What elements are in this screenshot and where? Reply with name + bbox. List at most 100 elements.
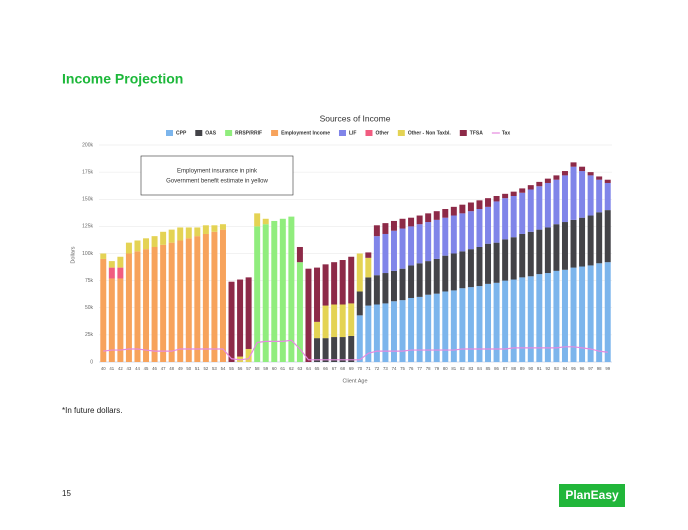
- bar-segment: [467, 211, 474, 250]
- bar-segment: [339, 304, 346, 338]
- y-tick-label: 0: [90, 359, 93, 365]
- bar-segment: [314, 338, 321, 362]
- bar-segment: [408, 217, 415, 227]
- x-tick-label: 46: [152, 366, 157, 371]
- bar-segment: [561, 171, 568, 176]
- bar-segment: [373, 304, 380, 362]
- legend-label: CPP: [176, 130, 187, 136]
- x-tick-label: 72: [374, 366, 379, 371]
- tax-line: [103, 339, 608, 361]
- bar-segment: [544, 273, 551, 362]
- bar-segment: [194, 236, 201, 362]
- y-tick-label: 125k: [82, 224, 93, 230]
- legend-marker: [365, 130, 373, 136]
- bar-segment: [356, 253, 363, 292]
- x-tick-label: 83: [469, 366, 474, 371]
- bar-segment: [177, 240, 184, 362]
- y-tick-label: 50k: [85, 305, 94, 311]
- x-tick-label: 87: [503, 366, 508, 371]
- bar-segment: [151, 246, 158, 362]
- bar-segment: [553, 270, 560, 362]
- x-tick-label: 57: [246, 366, 251, 371]
- bar-segment: [604, 182, 611, 211]
- bar-segment: [339, 260, 346, 305]
- bar-segment: [519, 277, 526, 362]
- bar-segment: [579, 217, 586, 267]
- y-tick-label: 200k: [82, 142, 93, 148]
- x-tick-label: 49: [178, 366, 183, 371]
- legend-label: TFSA: [470, 130, 483, 136]
- bar-segment: [536, 229, 543, 275]
- x-tick-label: 95: [571, 366, 576, 371]
- x-tick-label: 96: [580, 366, 585, 371]
- x-tick-label: 53: [212, 366, 217, 371]
- y-tick-label: 100k: [82, 251, 93, 257]
- bar-segment: [185, 238, 192, 362]
- x-tick-label: 76: [409, 366, 414, 371]
- x-tick-label: 55: [229, 366, 234, 371]
- bar-segment: [314, 321, 321, 339]
- logo-box: [559, 484, 625, 507]
- bar-segment: [322, 338, 329, 362]
- bar-segment: [339, 337, 346, 362]
- bar-segment: [382, 233, 389, 274]
- x-tick-label: 45: [144, 366, 149, 371]
- y-axis-label: Dollars: [70, 246, 76, 263]
- bar-segment: [408, 297, 415, 362]
- bar-segment: [134, 251, 141, 362]
- bar-segment: [493, 201, 500, 243]
- bar-segment: [160, 231, 167, 245]
- bar-segment: [536, 274, 543, 362]
- x-tick-label: 63: [298, 366, 303, 371]
- bar-segment: [194, 227, 201, 237]
- bar-segment: [519, 188, 526, 193]
- bar-segment: [416, 224, 423, 264]
- bar-segment: [168, 242, 175, 362]
- bar-segment: [390, 220, 397, 231]
- bar-segment: [365, 305, 372, 362]
- bar-segment: [510, 191, 517, 196]
- bar-segment: [305, 268, 312, 362]
- x-tick-label: 90: [528, 366, 533, 371]
- bar-segment: [254, 213, 261, 227]
- x-axis-label: Client Age: [342, 378, 367, 384]
- bar-segment: [211, 225, 218, 232]
- bar-segment: [408, 265, 415, 298]
- bar-segment: [108, 278, 115, 362]
- bar-segment: [587, 172, 594, 176]
- y-tick-label: 150k: [82, 197, 93, 203]
- x-tick-label: 70: [357, 366, 362, 371]
- annotation-text: Employment insurance in pink: [177, 169, 258, 175]
- x-tick-label: 75: [400, 366, 405, 371]
- x-tick-label: 99: [605, 366, 610, 371]
- bar-segment: [587, 175, 594, 216]
- legend-label: RRSP/RRIF: [235, 130, 262, 136]
- bar-segment: [425, 294, 432, 362]
- page-number: 15: [62, 489, 71, 498]
- bar-segment: [502, 193, 509, 199]
- bar-segment: [433, 293, 440, 362]
- x-tick-label: 77: [417, 366, 422, 371]
- bar-segment: [117, 267, 124, 279]
- bar-segment: [459, 288, 466, 362]
- bar-segment: [416, 215, 423, 225]
- bar-segment: [596, 212, 603, 264]
- legend-label: Other - Non Taxbl.: [408, 130, 452, 136]
- bar-segment: [510, 195, 517, 238]
- bar-segment: [408, 226, 415, 266]
- bar-segment: [502, 280, 509, 362]
- bar-segment: [365, 277, 372, 306]
- bar-segment: [502, 239, 509, 281]
- x-tick-label: 67: [332, 366, 337, 371]
- bar-segment: [433, 219, 440, 259]
- x-tick-label: 85: [486, 366, 491, 371]
- bar-segment: [202, 225, 209, 234]
- bar-segment: [125, 242, 132, 254]
- bar-segment: [399, 300, 406, 362]
- x-tick-label: 50: [186, 366, 191, 371]
- bar-segment: [322, 264, 329, 306]
- bar-segment: [570, 219, 577, 268]
- bar-segment: [536, 186, 543, 230]
- annotation-box: [140, 155, 294, 196]
